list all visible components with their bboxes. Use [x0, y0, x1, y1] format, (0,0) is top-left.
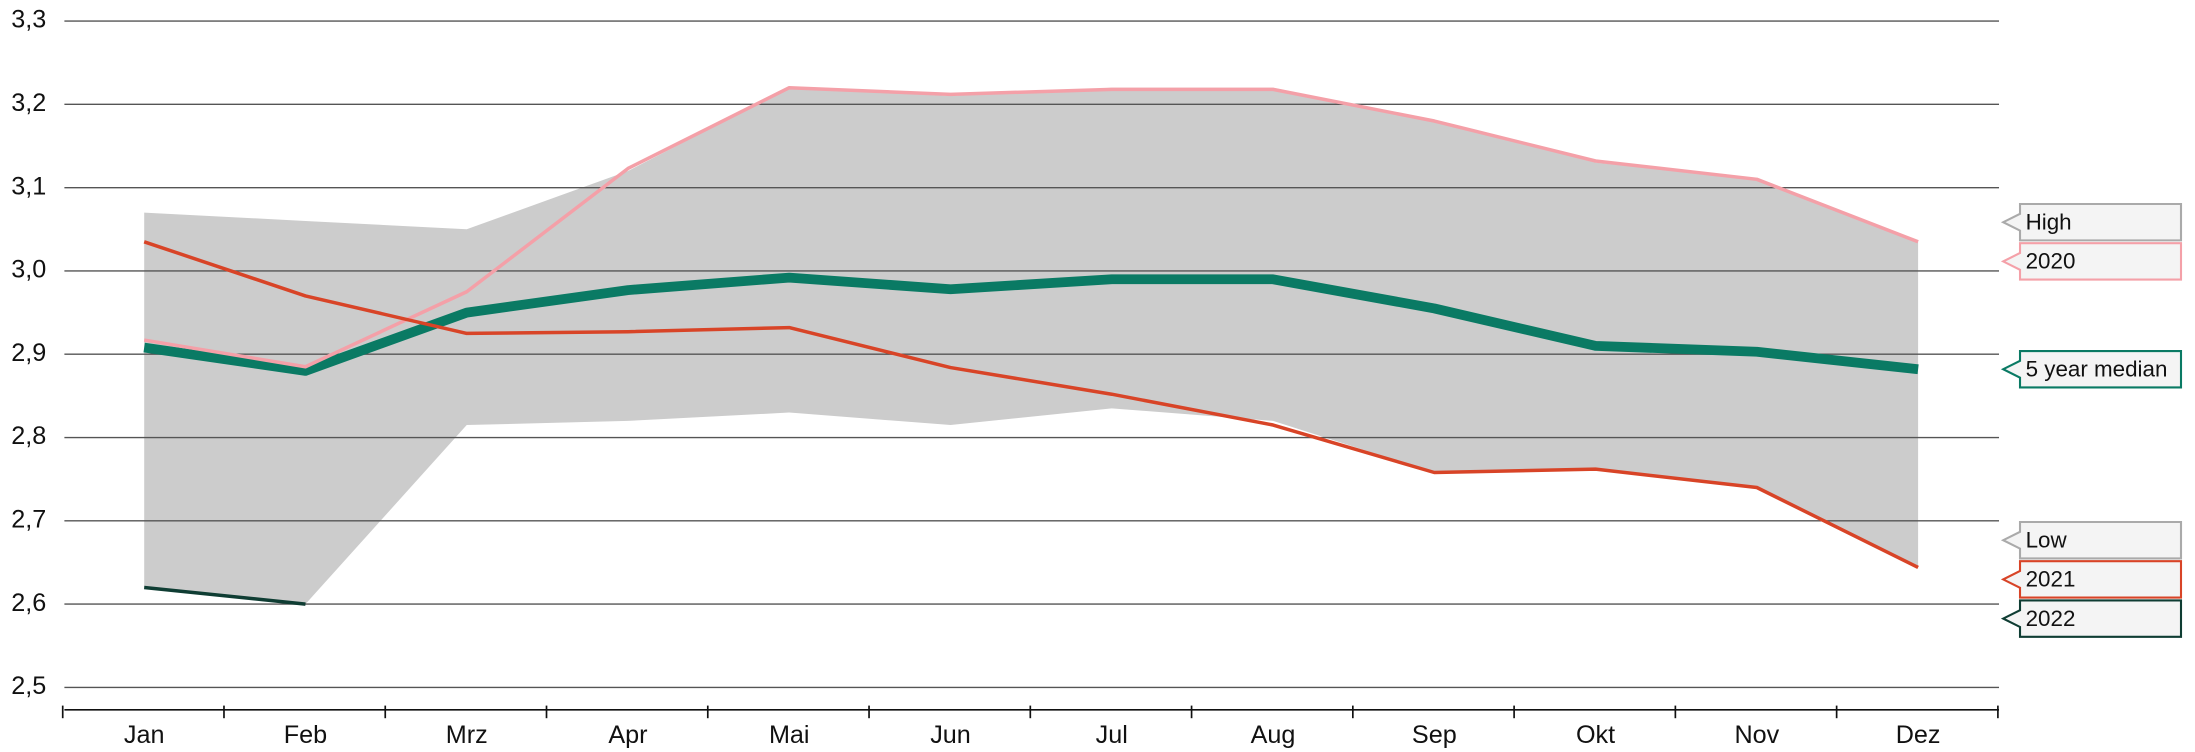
y-tick-label: 2,6 [11, 589, 46, 617]
legend-box [2000, 242, 2183, 281]
series-line [143, 272, 1919, 376]
x-tick-label: Aug [1251, 721, 1296, 749]
legend-item: 2021 [2000, 560, 2183, 599]
y-tick-label: 2,7 [11, 505, 46, 533]
y-tick-label: 3,1 [11, 172, 46, 200]
y-tick-label: 2,8 [11, 422, 46, 450]
x-tick-label: Apr [608, 721, 647, 749]
y-tick-label: 3,0 [11, 256, 46, 284]
series-line [143, 240, 1919, 570]
y-tick-label: 3,2 [11, 89, 46, 117]
legend-box [2000, 349, 2183, 389]
legend-label: 2021 [2026, 567, 2076, 592]
x-tick-label: Dez [1896, 721, 1941, 749]
x-tick-label: Sep [1412, 721, 1457, 749]
x-tick-label: Okt [1576, 721, 1615, 749]
x-tick-label: Jan [124, 721, 165, 749]
legend-item: 5 year median [2000, 349, 2183, 389]
x-tick-label: Jul [1096, 721, 1128, 749]
legend-item: Low [2000, 520, 2183, 560]
y-tick-label: 2,5 [11, 672, 46, 700]
legend-box [2000, 520, 2183, 560]
legend-item: 2020 [2000, 242, 2183, 281]
x-tick-label: Mrz [446, 721, 488, 749]
legend-box [2000, 599, 2183, 638]
legend-item: High [2000, 202, 2183, 242]
x-tick-label: Jun [930, 721, 971, 749]
legend-label: 2022 [2026, 606, 2076, 631]
legend-box [2000, 560, 2183, 599]
series-line [143, 85, 1919, 369]
legend-label: Low [2026, 528, 2068, 553]
legend-label: 2020 [2026, 249, 2076, 274]
y-tick-label: 3,3 [11, 6, 46, 34]
x-tick-label: Nov [1734, 721, 1779, 749]
x-tick-label: Mai [769, 721, 810, 749]
x-tick-label: Feb [284, 721, 327, 749]
range-band [144, 87, 1919, 605]
legend-box [2000, 202, 2183, 242]
legend-label: 5 year median [2026, 357, 2168, 382]
y-tick-label: 2,9 [11, 339, 46, 367]
legend-label: High [2026, 210, 2072, 235]
legend-item: 2022 [2000, 599, 2183, 638]
series-line [144, 585, 306, 606]
